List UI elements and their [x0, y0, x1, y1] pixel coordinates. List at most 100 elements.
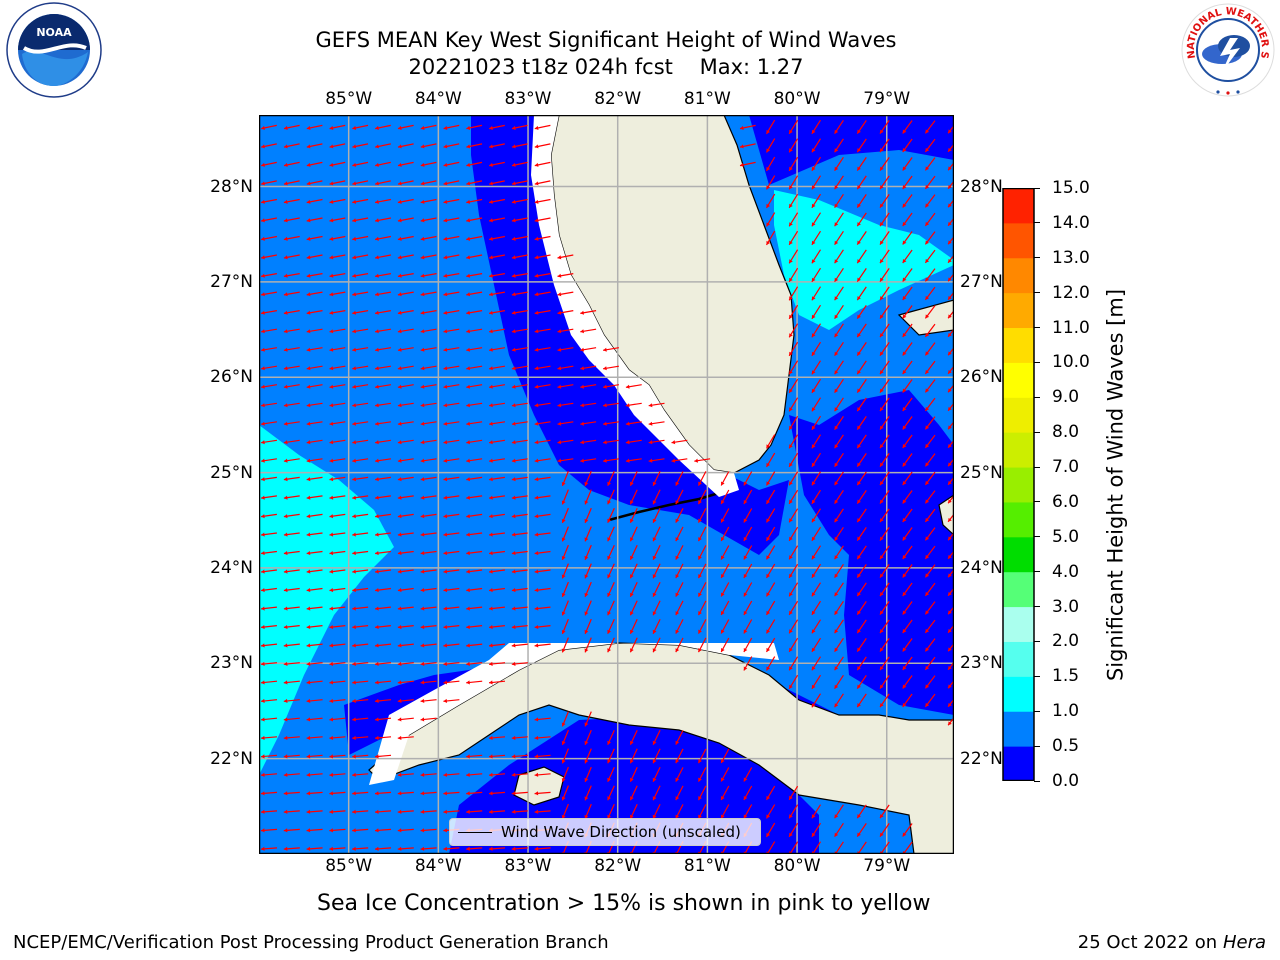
wave-vector-head	[534, 551, 539, 556]
wave-vector-head	[584, 796, 589, 801]
wave-vector-head	[925, 406, 930, 411]
wave-vector-head	[466, 384, 470, 389]
wave-vector-head	[489, 606, 493, 611]
wave-vector-head	[466, 162, 471, 167]
wave-vector-head	[789, 388, 793, 393]
wave-vector-head	[261, 181, 265, 186]
wave-vector-head	[789, 832, 793, 837]
wave-vector-head	[443, 680, 448, 685]
wave-vector-head	[261, 310, 265, 315]
wave-vector-head	[557, 329, 562, 334]
wave-vector-head	[489, 181, 493, 186]
wave-vector-head	[834, 314, 839, 319]
wave-vector-head	[880, 148, 884, 153]
wave-vector-head	[698, 500, 702, 505]
wave-vector-head	[766, 499, 771, 504]
wave-vector-head	[948, 351, 952, 356]
wave-vector-head	[721, 555, 725, 560]
wave-vector-head	[607, 796, 611, 801]
wave-vector-head	[925, 610, 930, 615]
lat-tick-label-left: 26°N	[210, 367, 253, 388]
wave-vector-head	[375, 809, 379, 814]
wave-vector-head	[630, 629, 634, 634]
colorbar-tick-label: 1.5	[1052, 666, 1080, 687]
wave-vector-head	[352, 144, 357, 149]
wave-vector-head	[743, 500, 748, 504]
colorbar-tick-label: 10.0	[1052, 352, 1090, 373]
wave-vector-head	[261, 754, 265, 759]
wave-vector-head	[675, 518, 680, 523]
wave-vector-head	[880, 814, 884, 819]
wave-vector-head	[880, 314, 884, 319]
wave-vector-head	[811, 518, 816, 523]
wave-vector-head	[857, 240, 861, 245]
wave-vector-head	[648, 403, 653, 408]
wave-vector-head	[834, 518, 839, 523]
wave-vector-head	[534, 421, 539, 426]
wave-vector-head	[534, 569, 539, 574]
wave-vector-head	[948, 536, 952, 541]
wave-vector-head	[306, 255, 311, 260]
wave-vector-head	[880, 370, 884, 375]
wave-vector-head	[857, 277, 861, 282]
wave-vector-head	[880, 481, 884, 486]
wave-vector-head	[352, 458, 356, 463]
wave-vector-head	[766, 629, 771, 634]
wave-vector-head	[420, 698, 425, 703]
wave-vector-head	[584, 611, 589, 616]
lon-tick-label-top: 81°W	[683, 89, 731, 109]
lon-tick-label-bottom: 82°W	[594, 856, 642, 876]
wave-vector-head	[375, 661, 379, 666]
wave-vector-head	[698, 518, 702, 523]
wave-vector-head	[561, 556, 566, 560]
colorbar-segment	[1003, 292, 1034, 329]
wave-vector-head	[561, 574, 566, 579]
wave-vector-head	[580, 384, 584, 389]
wave-vector-head	[948, 647, 952, 652]
wave-vector-head	[261, 403, 265, 408]
wave-vector-head	[652, 481, 657, 486]
wave-vector-head	[420, 329, 425, 334]
wave-vector-head	[834, 277, 839, 282]
wave-vector-head	[352, 181, 357, 186]
wave-vector-head	[420, 347, 425, 352]
wave-vector-head	[857, 333, 861, 338]
wave-vector-head	[834, 333, 839, 338]
wave-vector-head	[925, 277, 930, 282]
lon-tick-label-top: 82°W	[594, 89, 642, 109]
wave-vector-head	[948, 462, 952, 467]
wave-vector-head	[489, 846, 493, 851]
wave-vector-head	[948, 406, 952, 411]
wave-vector-head	[329, 772, 333, 777]
wave-vector-head	[834, 536, 839, 541]
wave-vector-head	[283, 495, 288, 500]
wave-vector-head	[902, 518, 907, 522]
wave-vector-head	[397, 440, 402, 445]
colorbar-segment	[1003, 536, 1034, 573]
wave-vector-head	[352, 403, 356, 408]
wave-vector-head	[766, 166, 771, 171]
wave-vector-head	[834, 351, 839, 356]
wave-vector-head	[902, 592, 907, 596]
wave-vector-head	[443, 698, 448, 703]
wave-vector-head	[329, 717, 333, 722]
wave-vector-head	[811, 370, 816, 375]
wave-vector-head	[420, 366, 425, 371]
wave-vector-head	[466, 846, 470, 851]
wave-vector-head	[880, 185, 884, 190]
lat-tick-label-right: 26°N	[960, 367, 1003, 388]
wave-vector-head	[580, 421, 584, 426]
wave-vector-head	[329, 384, 334, 389]
wave-vector-head	[261, 421, 265, 426]
wave-vector-head	[284, 125, 288, 130]
wave-vector-head	[652, 796, 657, 801]
wave-vector-head	[261, 458, 265, 463]
wave-vector-head	[534, 809, 539, 814]
wave-vector-head	[534, 199, 539, 204]
wave-vector-head	[397, 680, 402, 685]
wave-vector-head	[925, 480, 930, 485]
wave-vector-head	[375, 347, 379, 352]
sea-ice-caption: Sea Ice Concentration > 15% is shown in …	[317, 891, 931, 916]
wave-vector-head	[489, 421, 493, 426]
wave-vector-head	[902, 555, 907, 559]
